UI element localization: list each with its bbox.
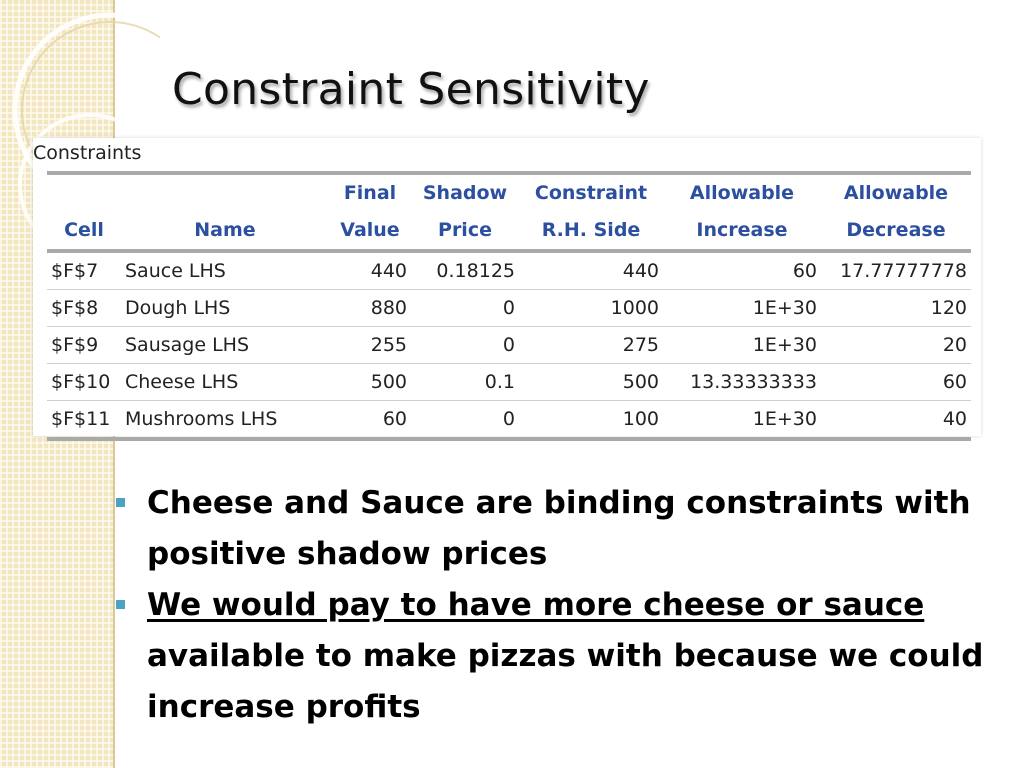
bullet-item-binding-constraints: Cheese and Sauce are binding constraints… [110, 478, 990, 580]
cell-shadow-price: 0 [411, 400, 519, 441]
bullet-text-underlined: We would pay to have more cheese or sauc… [147, 587, 925, 623]
bullet-list: Cheese and Sauce are binding constraints… [110, 478, 990, 733]
cell-name: Mushrooms LHS [121, 400, 329, 441]
header-cell-name: Name [121, 212, 329, 253]
cell-allowable-increase: 1E+30 [663, 326, 821, 364]
cell-name: Sauce LHS [121, 251, 329, 290]
table-label: Constraints [33, 142, 142, 164]
cell-allowable-increase: 13.33333333 [663, 363, 821, 401]
sensitivity-table-screenshot: Constraints Final Shadow Constraint Allo… [33, 138, 981, 441]
cell-allowable-increase: 1E+30 [663, 289, 821, 327]
square-bullet-icon [116, 498, 125, 507]
square-bullet-icon [116, 600, 125, 609]
header-cell-constraint-rhs: R.H. Side [519, 212, 663, 253]
cell-constraint-rhs: 500 [519, 363, 663, 401]
cell-allowable-decrease: 20 [821, 326, 971, 364]
cell-allowable-increase: 60 [663, 251, 821, 290]
cell-shadow-price: 0 [411, 289, 519, 327]
header-cell: Final [343, 182, 397, 204]
cell-shadow-price: 0 [411, 326, 519, 364]
cell-constraint-rhs: 275 [519, 326, 663, 364]
cell-constraint-rhs: 440 [519, 251, 663, 290]
header-cell-allowable-increase: Increase [663, 212, 821, 253]
header-cell-shadow-price: Price [411, 212, 519, 253]
cell-name: Sausage LHS [121, 326, 329, 364]
bullet-text: Cheese and Sauce are binding constraints… [147, 485, 971, 572]
header-cell: Allowable [843, 182, 949, 204]
header-cell-cell: Cell [47, 212, 121, 253]
cell-final-value: 880 [329, 289, 411, 327]
table-row: $F$7 Sauce LHS 440 0.18125 440 60 17.777… [47, 251, 971, 290]
cell-final-value: 255 [329, 326, 411, 364]
cell-allowable-increase: 1E+30 [663, 400, 821, 441]
header-cell-allowable-decrease: Decrease [821, 212, 971, 253]
cell-final-value: 60 [329, 400, 411, 441]
cell-ref: $F$7 [47, 251, 121, 290]
cell-final-value: 500 [329, 363, 411, 401]
cell-ref: $F$9 [47, 326, 121, 364]
header-cell-final-value: Value [329, 212, 411, 253]
bullet-item-pay-for-more: We would pay to have more cheese or sauc… [110, 580, 990, 733]
table-row: $F$8 Dough LHS 880 0 1000 1E+30 120 [47, 289, 971, 327]
cell-shadow-price: 0.18125 [411, 251, 519, 290]
cell-ref: $F$11 [47, 400, 121, 441]
cell-final-value: 440 [329, 251, 411, 290]
cell-ref: $F$10 [47, 363, 121, 401]
cell-allowable-decrease: 120 [821, 289, 971, 327]
cell-name: Dough LHS [121, 289, 329, 327]
table-row: $F$9 Sausage LHS 255 0 275 1E+30 20 [47, 326, 971, 364]
header-cell: Constraint [534, 182, 648, 204]
header-row-bottom: Cell Name Value Price R.H. Side Increase… [47, 212, 971, 253]
slide-title: Constraint Sensitivity [172, 64, 650, 115]
cell-allowable-decrease: 60 [821, 363, 971, 401]
table-row: $F$11 Mushrooms LHS 60 0 100 1E+30 40 [47, 400, 971, 441]
cell-constraint-rhs: 1000 [519, 289, 663, 327]
header-row-top: Final Shadow Constraint Allowable Allowa… [47, 173, 971, 212]
constraint-sensitivity-table: Final Shadow Constraint Allowable Allowa… [47, 171, 971, 441]
header-cell [121, 173, 329, 212]
cell-ref: $F$8 [47, 289, 121, 327]
bullet-text: available to make pizzas with because we… [147, 638, 984, 725]
header-cell [47, 173, 121, 212]
cell-name: Cheese LHS [121, 363, 329, 401]
table-row: $F$10 Cheese LHS 500 0.1 500 13.33333333… [47, 363, 971, 401]
cell-allowable-decrease: 40 [821, 400, 971, 441]
cell-constraint-rhs: 100 [519, 400, 663, 441]
header-cell: Allowable [689, 182, 795, 204]
cell-allowable-decrease: 17.77777778 [821, 251, 971, 290]
header-cell: Shadow [422, 182, 508, 204]
cell-shadow-price: 0.1 [411, 363, 519, 401]
